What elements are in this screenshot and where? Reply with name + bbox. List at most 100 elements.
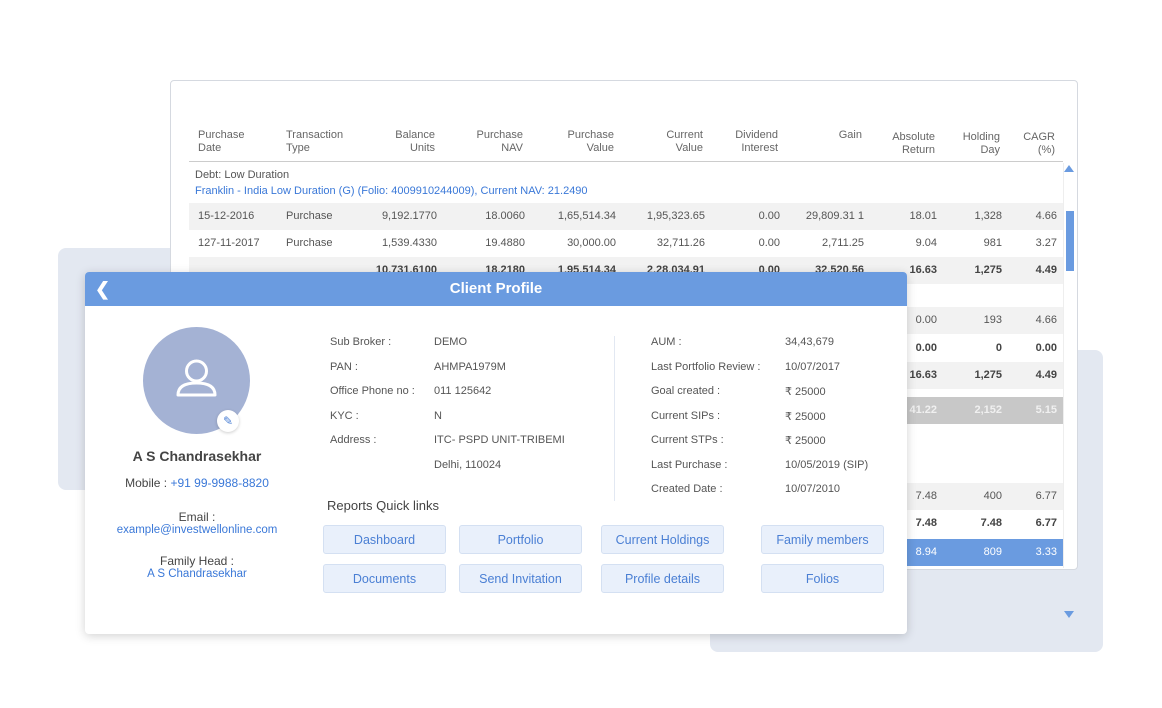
field-value: AHMPA1979M <box>434 360 506 373</box>
header-line-2: NAV <box>501 142 523 154</box>
column-header[interactable]: Purchase Value <box>568 129 614 155</box>
table-cell: 6.77 <box>1035 517 1057 529</box>
table-cell: Purchase <box>286 210 333 222</box>
table-row[interactable]: 127-11-2017 Purchase 1,539.4330 19.4880 30,0… <box>189 230 1063 257</box>
back-chevron-icon[interactable]: ❮ <box>95 279 111 299</box>
header-line-1: Purchase <box>476 129 523 141</box>
scrollbar[interactable] <box>1063 163 1074 618</box>
column-header[interactable]: Dividend Interest <box>735 129 778 155</box>
field-label: Last Portfolio Review : <box>651 360 761 373</box>
mobile-row: Mobile : +91 99-9988-8820 <box>85 476 309 490</box>
quick-link-documents-button[interactable]: Documents <box>323 564 446 593</box>
table-cell: 30,000.00 <box>567 237 616 249</box>
header-divider <box>189 161 1063 162</box>
table-cell: 400 <box>983 490 1002 502</box>
header-line-1: CAGR <box>1023 131 1055 143</box>
table-cell: 7.48 <box>915 490 937 502</box>
table-cell: 8.94 <box>915 546 937 558</box>
field-value: ₹ 25000 <box>785 386 826 398</box>
header-line-2: Value <box>586 142 614 154</box>
table-cell: 4.66 <box>1035 314 1057 326</box>
quick-link-profile-details-button[interactable]: Profile details <box>601 564 724 593</box>
table-cell: 0.00 <box>758 210 780 222</box>
table-cell: 0.00 <box>915 342 937 354</box>
quick-link-family-members-button[interactable]: Family members <box>761 525 884 554</box>
quick-link-send-invitation-button[interactable]: Send Invitation <box>459 564 582 593</box>
header-line-1: Holding <box>962 131 1000 143</box>
table-cell: 4.49 <box>1035 264 1057 276</box>
table-cell: 0.00 <box>1035 342 1057 354</box>
field-value: ITC- PSPD UNIT-TRIBEMI <box>434 434 565 446</box>
field-value: DEMO <box>434 336 467 348</box>
field-label: Address : <box>330 434 377 446</box>
family-head-label: Family Head : <box>159 554 235 568</box>
field-value: Delhi, 110024 <box>434 458 502 471</box>
table-cell: 41.22 <box>909 404 937 416</box>
email-link[interactable]: example@investwellonline.com <box>116 524 278 536</box>
quick-link-portfolio-button[interactable]: Portfolio <box>459 525 582 554</box>
table-row[interactable]: 15-12-2016 Purchase 9,192.1770 18.0060 1,65,… <box>189 203 1063 230</box>
column-header[interactable]: Transaction Type <box>286 129 343 155</box>
quick-link-folios-button[interactable]: Folios <box>761 564 884 593</box>
field-value: ₹ 25000 <box>785 435 826 447</box>
table-cell: 1,275 <box>974 369 1002 381</box>
table-cell: 3.33 <box>1035 546 1057 558</box>
field-label: KYC : <box>330 409 359 422</box>
column-header[interactable]: CAGR (%) <box>1023 131 1055 157</box>
header-line-1: Balance <box>395 129 435 141</box>
field-value: 10/07/2017 <box>785 360 841 373</box>
email-label: Email : <box>178 510 216 524</box>
table-cell: 7.48 <box>915 517 937 529</box>
header-line-2: Interest <box>741 142 778 154</box>
header-line-1: Purchase <box>567 129 614 141</box>
field-value: 34,43,679 <box>785 336 834 348</box>
table-cell: 1,328 <box>974 210 1002 222</box>
scroll-thumb[interactable] <box>1066 211 1074 271</box>
table-cell: 9.04 <box>915 237 937 249</box>
field-label: Current SIPs : <box>651 409 721 422</box>
field-value: 10/07/2010 <box>785 483 841 495</box>
column-header[interactable]: Current Value <box>666 129 703 155</box>
table-cell: 16.63 <box>909 264 937 276</box>
header-line-1: Dividend <box>735 129 778 141</box>
header-line-2: Date <box>198 142 222 154</box>
table-cell: 2,152 <box>974 404 1002 416</box>
scheme-link[interactable]: Franklin - India Low Duration (G) (Folio… <box>195 185 588 197</box>
table-cell: 9,192.1770 <box>381 210 437 222</box>
column-header[interactable]: Purchase NAV <box>477 129 523 155</box>
client-name: A S Chandrasekhar <box>132 448 262 464</box>
header-line-2: (%) <box>1037 144 1055 156</box>
family-head-link[interactable]: A S Chandrasekhar <box>147 568 247 580</box>
table-cell: 0.00 <box>915 314 937 326</box>
user-icon <box>176 359 217 397</box>
table-row[interactable]: 7.48 7.48 6.77 <box>189 510 1063 537</box>
scroll-up-icon[interactable] <box>1064 165 1074 172</box>
column-header[interactable]: Absolute Return <box>892 131 935 157</box>
table-cell: 0.00 <box>758 237 780 249</box>
field-value: ₹ 25000 <box>785 410 826 423</box>
table-cell: 19.4880 <box>485 237 525 249</box>
table-cell: 1,539.4330 <box>381 237 437 249</box>
quick-link-current-holdings-button[interactable]: Current Holdings <box>601 525 724 554</box>
column-header[interactable]: Gain <box>839 129 862 142</box>
column-header[interactable]: Purchase Date <box>198 129 244 155</box>
table-row[interactable]: 0.00 0 0.00 <box>189 335 1063 362</box>
field-label: Last Purchase : <box>651 458 728 471</box>
column-header[interactable]: Balance Units <box>395 129 435 155</box>
header-line-2: Value <box>675 142 703 154</box>
table-cell: Purchase <box>286 237 333 249</box>
table-cell: 2,711.25 <box>821 237 864 249</box>
header-line-1: Purchase <box>198 129 245 141</box>
column-divider <box>614 336 615 501</box>
table-cell: 15-12-2016 <box>198 210 255 222</box>
edit-avatar-icon[interactable]: ✎ <box>217 410 239 432</box>
scroll-down-icon[interactable] <box>1064 611 1074 618</box>
header-line-2: Return <box>901 144 935 156</box>
table-cell: 193 <box>983 314 1002 326</box>
column-header[interactable]: Holding Day <box>963 131 1000 157</box>
mobile-link[interactable]: +91 99-9988-8820 <box>170 476 269 490</box>
field-label: Goal created : <box>651 385 721 397</box>
table-cell: 1,65,514.34 <box>557 210 616 222</box>
quick-link-dashboard-button[interactable]: Dashboard <box>323 525 446 554</box>
table-cell: 5.15 <box>1035 404 1057 416</box>
